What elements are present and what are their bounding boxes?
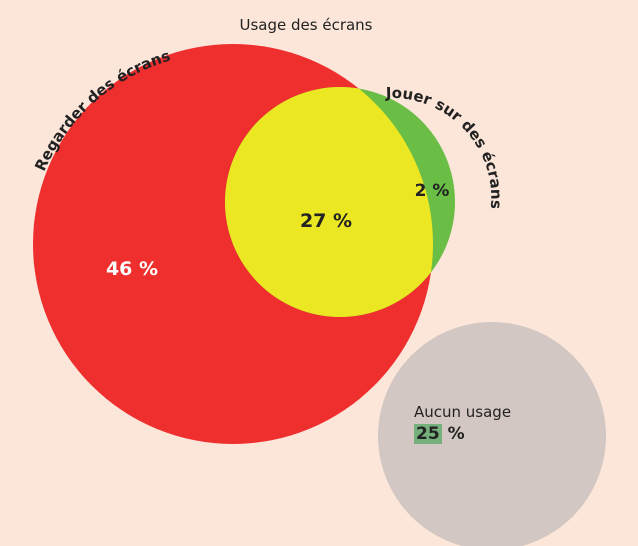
- watch-only-value: 46 %: [106, 258, 158, 280]
- overlap-region: [225, 87, 433, 317]
- none-label: Aucun usage: [414, 403, 512, 421]
- none-value-unit: %: [447, 424, 465, 444]
- none-circle: [378, 322, 606, 546]
- overlap-value: 27 %: [300, 210, 352, 232]
- none-value-number: 25: [414, 424, 442, 444]
- diagram-title: Usage des écrans: [239, 16, 373, 34]
- play-only-value: 2 %: [415, 181, 450, 201]
- none-label-block: Aucun usage 25 %: [414, 403, 511, 444]
- none-value: 25 %: [414, 424, 511, 444]
